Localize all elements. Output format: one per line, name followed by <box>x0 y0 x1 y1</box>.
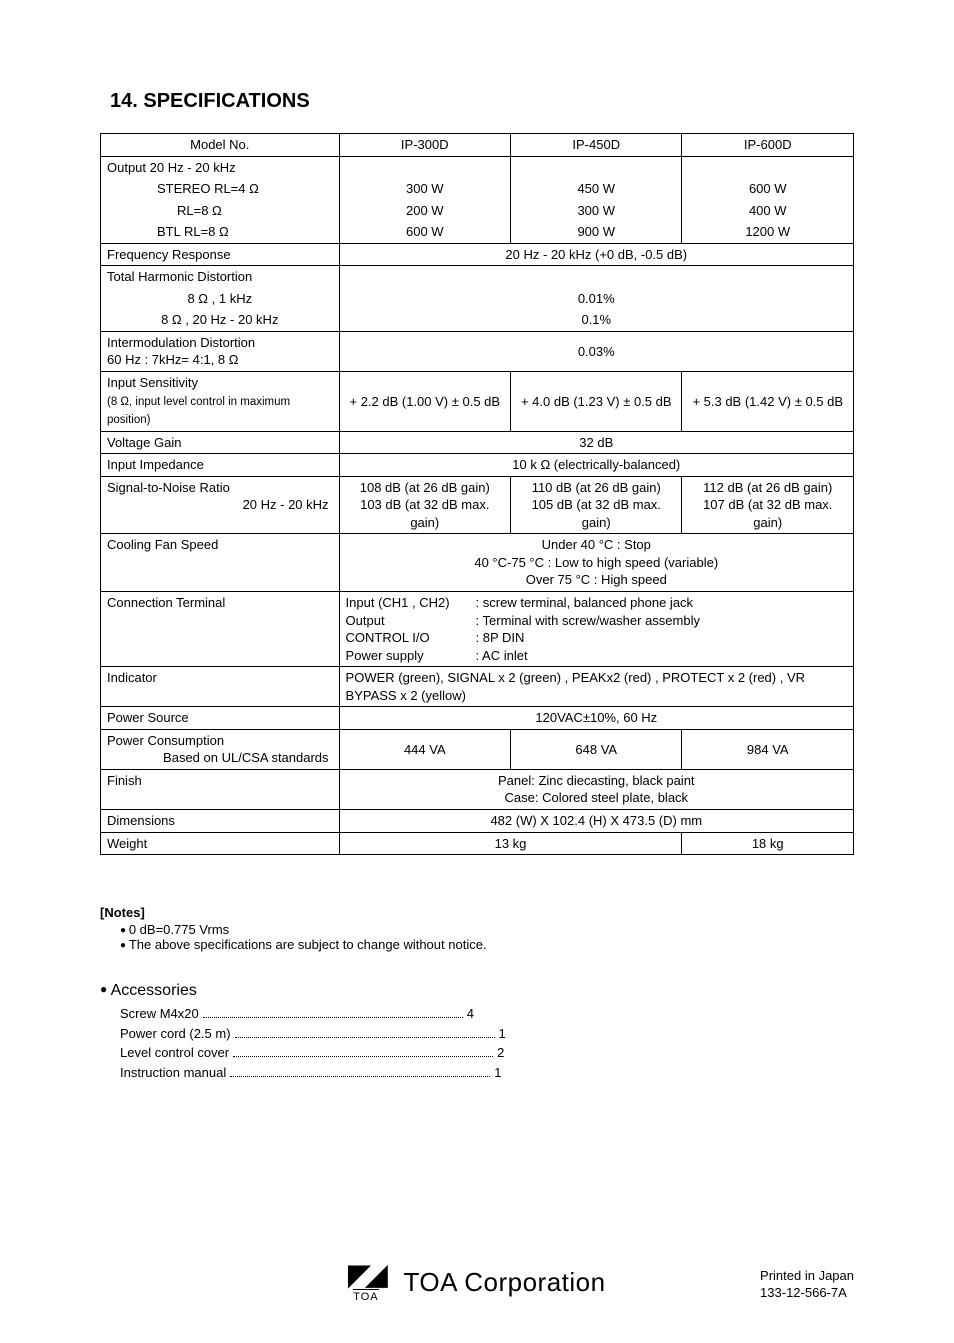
output-rl8-label: RL=8 Ω <box>107 202 333 220</box>
freq-resp-value: 20 Hz - 20 kHz (+0 dB, -0.5 dB) <box>339 243 853 266</box>
thd-sub2-label: 8 Ω , 20 Hz - 20 kHz <box>101 309 340 331</box>
cell: 400 W <box>682 200 854 222</box>
finish-label: Finish <box>101 769 340 809</box>
header-col-2: IP-600D <box>682 134 854 157</box>
note-item: The above specifications are subject to … <box>120 937 854 952</box>
dims-value: 482 (W) X 102.4 (H) X 473.5 (D) mm <box>339 809 853 832</box>
conn-label: Connection Terminal <box>101 591 340 666</box>
snr-label: Signal-to-Noise Ratio 20 Hz - 20 kHz <box>101 476 340 534</box>
cell: 200 W <box>339 200 510 222</box>
cell: 112 dB (at 26 dB gain)107 dB (at 32 dB m… <box>682 476 854 534</box>
notes-head: [Notes] <box>100 905 854 920</box>
print-info: Printed in Japan 133-12-566-7A <box>760 1268 854 1302</box>
input-imp-value: 10 k Ω (electrically-balanced) <box>339 454 853 477</box>
accessory-row: Instruction manual1 <box>120 1063 854 1083</box>
notes-list: 0 dB=0.775 Vrms The above specifications… <box>120 922 854 952</box>
header-col-1: IP-450D <box>511 134 682 157</box>
header-model: Model No. <box>101 134 340 157</box>
accessories-head: Accessories <box>100 982 854 1000</box>
dims-label: Dimensions <box>101 809 340 832</box>
cell: 648 VA <box>511 729 682 769</box>
fan-value: Under 40 °C : Stop 40 °C-75 °C : Low to … <box>339 534 853 592</box>
cell: 900 W <box>511 221 682 243</box>
fan-label: Cooling Fan Speed <box>101 534 340 592</box>
imd-value: 0.03% <box>339 331 853 371</box>
voltage-gain-value: 32 dB <box>339 431 853 454</box>
corporation-name: TOA Corporation <box>403 1267 605 1298</box>
spec-table: Model No. IP-300D IP-450D IP-600D Output… <box>100 133 854 855</box>
thd-sub2-val: 0.1% <box>339 309 853 331</box>
output-btl-label: BTL RL=8 Ω <box>107 223 333 241</box>
output-title: Output 20 Hz - 20 kHz <box>101 156 340 178</box>
thd-sub1-val: 0.01% <box>339 288 853 310</box>
section-title: 14. SPECIFICATIONS <box>110 90 854 113</box>
cell: + 5.3 dB (1.42 V) ± 0.5 dB <box>682 372 854 432</box>
cell: 600 W <box>682 178 854 200</box>
weight-3: 18 kg <box>682 832 854 855</box>
thd-sub1-label: 8 Ω , 1 kHz <box>101 288 340 310</box>
accessory-row: Level control cover2 <box>120 1043 854 1063</box>
cell: + 2.2 dB (1.00 V) ± 0.5 dB <box>339 372 510 432</box>
cell: 300 W <box>511 200 682 222</box>
cell: 450 W <box>511 178 682 200</box>
finish-value: Panel: Zinc diecasting, black paint Case… <box>339 769 853 809</box>
freq-resp-label: Frequency Response <box>101 243 340 266</box>
cell: 108 dB (at 26 dB gain)103 dB (at 32 dB m… <box>339 476 510 534</box>
indicator-value: POWER (green), SIGNAL x 2 (green) , PEAK… <box>339 667 853 707</box>
power-src-value: 120VAC±10%, 60 Hz <box>339 707 853 730</box>
voltage-gain-label: Voltage Gain <box>101 431 340 454</box>
cell: 1200 W <box>682 221 854 243</box>
cell: 444 VA <box>339 729 510 769</box>
imd-label: Intermodulation Distortion 60 Hz : 7kHz=… <box>101 331 340 371</box>
weight-12: 13 kg <box>339 832 682 855</box>
cell: + 4.0 dB (1.23 V) ± 0.5 dB <box>511 372 682 432</box>
note-item: 0 dB=0.775 Vrms <box>120 922 854 937</box>
indicator-label: Indicator <box>101 667 340 707</box>
cell: 600 W <box>339 221 510 243</box>
power-src-label: Power Source <box>101 707 340 730</box>
accessory-row: Screw M4x204 <box>120 1004 854 1024</box>
accessories-list: Screw M4x204 Power cord (2.5 m)1 Level c… <box>120 1004 854 1082</box>
cell: 984 VA <box>682 729 854 769</box>
cell: 110 dB (at 26 dB gain)105 dB (at 32 dB m… <box>511 476 682 534</box>
footer: ◤◢ TOA TOA Corporation Printed in Japan … <box>100 1262 854 1303</box>
input-imp-label: Input Impedance <box>101 454 340 477</box>
header-col-0: IP-300D <box>339 134 510 157</box>
weight-label: Weight <box>101 832 340 855</box>
power-cons-label: Power Consumption Based on UL/CSA standa… <box>101 729 340 769</box>
output-stereo4-label: STEREO RL=4 Ω <box>107 180 333 198</box>
toa-logo: ◤◢ TOA <box>348 1262 383 1303</box>
thd-label: Total Harmonic Distortion <box>101 266 340 288</box>
conn-value: Input (CH1 , CH2): screw terminal, balan… <box>339 591 853 666</box>
logo-text: TOA <box>353 1289 378 1303</box>
input-sens-label: Input Sensitivity (8 Ω, input level cont… <box>101 372 340 432</box>
cell: 300 W <box>339 178 510 200</box>
logo-icon: ◤◢ <box>348 1262 383 1287</box>
accessory-row: Power cord (2.5 m)1 <box>120 1024 854 1044</box>
